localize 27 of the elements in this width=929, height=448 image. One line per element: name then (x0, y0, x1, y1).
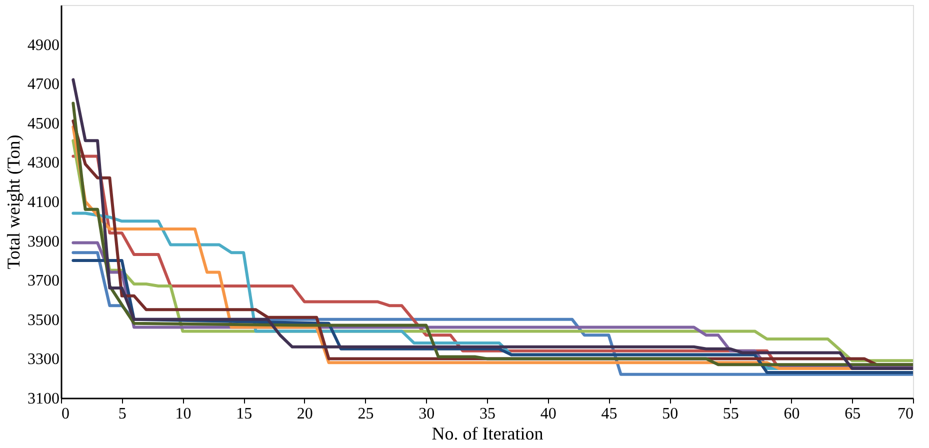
x-tick-label: 55 (722, 406, 739, 422)
y-axis-title: Total weight (Ton) (4, 134, 24, 270)
x-tick-label: 60 (784, 406, 800, 422)
y-tick-label: 4500 (28, 115, 60, 132)
y-tick-label: 3300 (28, 351, 60, 368)
x-tick-label: 35 (480, 406, 496, 422)
y-tick-label: 3900 (28, 233, 60, 250)
x-tick-label: 5 (118, 406, 126, 422)
x-tick-label: 70 (898, 406, 914, 422)
y-tick-label: 3500 (28, 312, 60, 329)
x-tick-label: 30 (418, 406, 435, 422)
x-tick-label: 50 (662, 406, 678, 422)
y-tick-label: 4900 (28, 36, 60, 54)
x-tick-label: 10 (175, 406, 192, 422)
x-axis-title: No. of Iteration (432, 424, 544, 444)
x-tick-label: 20 (296, 406, 313, 422)
x-tick-label: 15 (236, 406, 252, 422)
y-tick-label: 3700 (28, 272, 60, 290)
x-tick-label: 45 (601, 406, 618, 422)
x-tick-label: 0 (62, 406, 70, 422)
y-tick-label: 4700 (28, 76, 60, 94)
x-tick-label: 65 (844, 406, 861, 422)
x-tick-label: 40 (540, 406, 556, 422)
y-tick-label: 3100 (28, 390, 60, 408)
y-tick-label: 4100 (28, 194, 60, 211)
x-tick-label: 25 (358, 406, 374, 422)
y-tick-label: 4300 (28, 154, 60, 172)
